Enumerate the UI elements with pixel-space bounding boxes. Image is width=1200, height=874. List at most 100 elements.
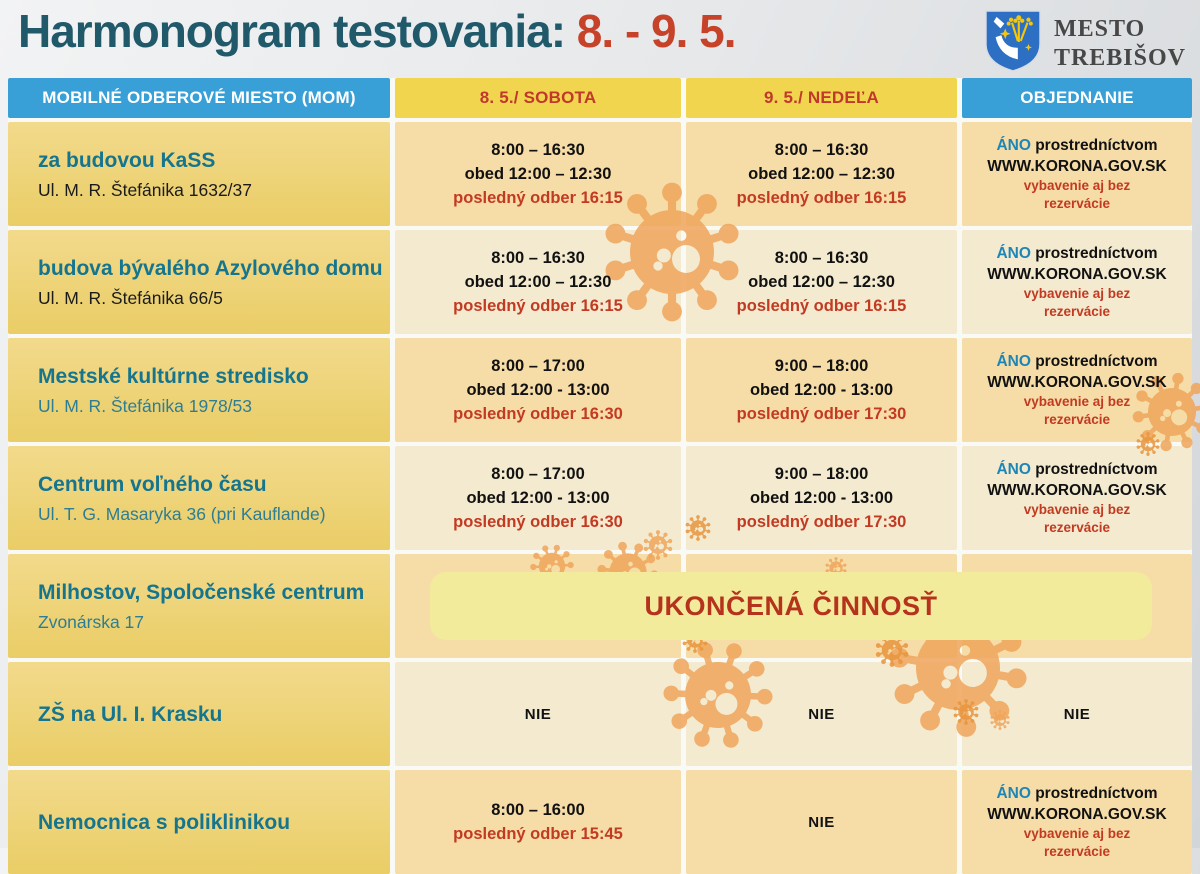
schedule-table: MOBILNÉ ODBEROVÉ MIESTO (MOM) 8. 5./ SOB… xyxy=(8,78,1192,874)
header-saturday: 8. 5./ SOBOTA xyxy=(395,78,681,118)
order-note: rezervácie xyxy=(1043,412,1111,427)
coat-of-arms-icon xyxy=(984,9,1042,78)
cell-saturday: 8:00 – 16:00 posledný odber 15:45 xyxy=(395,770,681,874)
order-site: WWW.KORONA.GOV.SK xyxy=(987,266,1167,283)
table-row: budova bývalého Azylového domu Ul. M. R.… xyxy=(8,230,1192,334)
header-sunday: 9. 5./ NEDEĽA xyxy=(686,78,957,118)
cell-order: ÁNO prostredníctvom WWW.KORONA.GOV.SK vy… xyxy=(962,230,1192,334)
saturday-lunch: obed 12:00 - 13:00 xyxy=(466,381,610,399)
order-via: prostredníctvom xyxy=(1035,245,1158,262)
location-name: Nemocnica s poliklinikou xyxy=(38,810,291,834)
location-address: Zvonárska 17 xyxy=(38,611,145,632)
closed-activity-label: UKONČENÁ ČINNOSŤ xyxy=(644,590,938,621)
order-note: vybavenie aj bez xyxy=(1023,502,1131,517)
sunday-last-sample: posledný odber 16:15 xyxy=(736,297,907,315)
cell-location: ZŠ na Ul. I. Krasku xyxy=(8,662,390,766)
order-note: rezervácie xyxy=(1043,520,1111,535)
cell-location: Nemocnica s poliklinikou xyxy=(8,770,390,874)
saturday-hours: 8:00 – 17:00 xyxy=(491,465,585,483)
logo-text-line1: MESTO xyxy=(1053,15,1146,42)
cell-order: ÁNO prostredníctvom WWW.KORONA.GOV.SK vy… xyxy=(962,770,1192,874)
cell-order: ÁNO prostredníctvom WWW.KORONA.GOV.SK vy… xyxy=(962,122,1192,226)
table-row: Mestské kultúrne stredisko Ul. M. R. Šte… xyxy=(8,338,1192,442)
sunday-lunch: obed 12:00 - 13:00 xyxy=(749,381,894,399)
saturday-hours: 8:00 – 16:30 xyxy=(491,141,585,159)
order-yes: ÁNO xyxy=(996,137,1031,154)
order-yes: ÁNO xyxy=(996,245,1031,262)
order-site: WWW.KORONA.GOV.SK xyxy=(987,374,1167,391)
sunday-hours: 8:00 – 16:30 xyxy=(774,249,869,267)
sunday-lunch: obed 12:00 - 13:00 xyxy=(749,489,894,507)
location-name: Centrum voľného času xyxy=(38,472,267,496)
sunday-last-sample: posledný odber 17:30 xyxy=(736,405,907,423)
location-name: Milhostov, Spoločenské centrum xyxy=(38,580,365,604)
saturday-hours: 8:00 – 17:00 xyxy=(491,357,585,375)
sunday-last-sample: posledný odber 17:30 xyxy=(736,513,907,531)
saturday-lunch: obed 12:00 – 12:30 xyxy=(464,165,612,183)
saturday-hours: 8:00 – 16:30 xyxy=(491,249,585,267)
cell-sunday: 8:00 – 16:30 obed 12:00 – 12:30 posledný… xyxy=(686,230,957,334)
order-note: rezervácie xyxy=(1043,196,1111,211)
location-name: ZŠ na Ul. I. Krasku xyxy=(38,702,223,726)
page-title-main: Harmonogram testovania: xyxy=(18,5,566,57)
order-yes: ÁNO xyxy=(996,785,1031,802)
cell-location: za budovou KaSS Ul. M. R. Štefánika 1632… xyxy=(8,122,390,226)
page-title: Harmonogram testovania: 8. - 9. 5. xyxy=(18,4,737,58)
cell-sunday: 9:00 – 18:00 obed 12:00 - 13:00 posledný… xyxy=(686,338,957,442)
location-address: Ul. M. R. Štefánika 1632/37 xyxy=(38,179,252,200)
sunday-lunch: obed 12:00 – 12:30 xyxy=(748,165,895,183)
order-yes: ÁNO xyxy=(996,353,1031,370)
cell-saturday: 8:00 – 16:30 obed 12:00 – 12:30 posledný… xyxy=(395,230,681,334)
city-logo: MESTO TREBIŠOV xyxy=(984,9,1186,78)
page-header: Harmonogram testovania: 8. - 9. 5. MESTO… xyxy=(0,0,1200,78)
sunday-lunch: obed 12:00 – 12:30 xyxy=(748,273,895,291)
order-site: WWW.KORONA.GOV.SK xyxy=(987,806,1167,823)
cell-location: Mestské kultúrne stredisko Ul. M. R. Šte… xyxy=(8,338,390,442)
cell-order: ÁNO prostredníctvom WWW.KORONA.GOV.SK vy… xyxy=(962,338,1192,442)
cell-order: ÁNO prostredníctvom WWW.KORONA.GOV.SK vy… xyxy=(962,446,1192,550)
cell-order: NIE xyxy=(962,662,1192,766)
saturday-last-sample: posledný odber 16:15 xyxy=(453,189,623,207)
location-address: Ul. T. G. Masaryka 36 (pri Kauflande) xyxy=(38,503,326,524)
sunday-last-sample: posledný odber 16:15 xyxy=(736,189,907,207)
closed-activity-banner: UKONČENÁ ČINNOSŤ xyxy=(430,572,1152,640)
location-address: Ul. M. R. Štefánika 1978/53 xyxy=(38,395,252,416)
saturday-last-sample: posledný odber 15:45 xyxy=(453,825,623,843)
order-site: WWW.KORONA.GOV.SK xyxy=(987,158,1167,175)
location-address: Ul. M. R. Štefánika 66/5 xyxy=(38,287,223,308)
cell-saturday: 8:00 – 16:30 obed 12:00 – 12:30 posledný… xyxy=(395,122,681,226)
cell-location: budova bývalého Azylového domu Ul. M. R.… xyxy=(8,230,390,334)
order-via: prostredníctvom xyxy=(1035,137,1158,154)
table-row: Centrum voľného času Ul. T. G. Masaryka … xyxy=(8,446,1192,550)
saturday-no-label: NIE xyxy=(524,705,552,723)
order-via: prostredníctvom xyxy=(1035,353,1158,370)
cell-location: Centrum voľného času Ul. T. G. Masaryka … xyxy=(8,446,390,550)
saturday-lunch: obed 12:00 - 13:00 xyxy=(466,489,610,507)
saturday-last-sample: posledný odber 16:30 xyxy=(453,513,623,531)
cell-saturday: 8:00 – 17:00 obed 12:00 - 13:00 posledný… xyxy=(395,446,681,550)
order-via: prostredníctvom xyxy=(1035,461,1158,478)
header-mom: MOBILNÉ ODBEROVÉ MIESTO (MOM) xyxy=(8,78,390,118)
logo-text-line2: TREBIŠOV xyxy=(1053,44,1186,71)
order-via: prostredníctvom xyxy=(1035,785,1158,802)
order-note: rezervácie xyxy=(1043,304,1111,319)
table-header-row: MOBILNÉ ODBEROVÉ MIESTO (MOM) 8. 5./ SOB… xyxy=(8,78,1192,118)
sunday-hours: 8:00 – 16:30 xyxy=(774,141,869,159)
order-site: WWW.KORONA.GOV.SK xyxy=(987,482,1167,499)
sunday-hours: 9:00 – 18:00 xyxy=(774,357,869,375)
order-no-label: NIE xyxy=(1063,705,1091,723)
order-note: vybavenie aj bez xyxy=(1023,394,1131,409)
order-note: vybavenie aj bez xyxy=(1023,826,1131,841)
cell-sunday: 8:00 – 16:30 obed 12:00 – 12:30 posledný… xyxy=(686,122,957,226)
location-name: Mestské kultúrne stredisko xyxy=(38,364,309,388)
saturday-last-sample: posledný odber 16:30 xyxy=(453,405,623,423)
saturday-hours: 8:00 – 16:00 xyxy=(491,801,585,819)
sunday-no-label: NIE xyxy=(808,705,835,723)
order-yes: ÁNO xyxy=(996,461,1031,478)
order-note: rezervácie xyxy=(1043,844,1111,859)
location-name: budova bývalého Azylového domu xyxy=(38,256,383,280)
saturday-lunch: obed 12:00 – 12:30 xyxy=(464,273,612,291)
location-name: za budovou KaSS xyxy=(38,148,216,172)
sunday-no-label: NIE xyxy=(808,813,835,831)
saturday-last-sample: posledný odber 16:15 xyxy=(453,297,623,315)
